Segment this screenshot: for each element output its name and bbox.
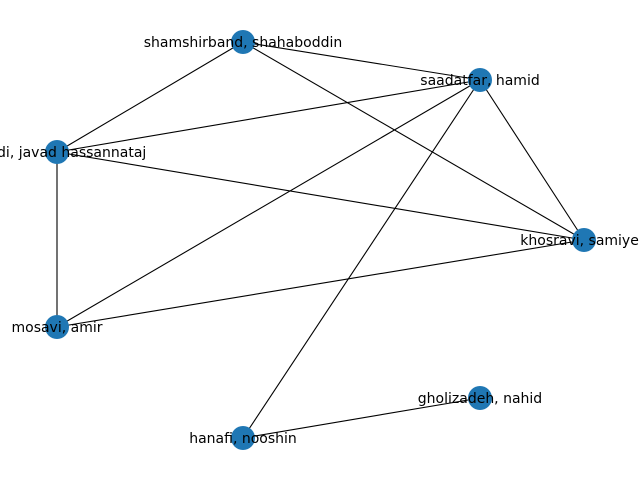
node-javad[interactable] bbox=[45, 140, 69, 164]
edge-saadatfar-javad bbox=[56, 79, 481, 153]
edge-khosravi-mosavi bbox=[56, 239, 585, 328]
edge-shamshirband-khosravi bbox=[242, 41, 585, 241]
node-hanafi[interactable] bbox=[231, 426, 255, 450]
node-label-hanafi: hanafi, nooshin bbox=[189, 431, 297, 447]
node-label-saadatfar: saadatfar, hamid bbox=[420, 73, 539, 89]
node-shamshirband[interactable] bbox=[231, 30, 255, 54]
nodes-layer bbox=[45, 30, 596, 450]
node-label-mosavi: mosavi, amir bbox=[11, 320, 102, 336]
edge-saadatfar-mosavi bbox=[56, 79, 481, 328]
node-gholizadeh[interactable] bbox=[468, 386, 492, 410]
edge-hanafi-gholizadeh bbox=[242, 397, 481, 439]
edge-saadatfar-hanafi bbox=[242, 79, 481, 439]
labels-layer: shamshirband, shahaboddin saadatfar, hami… bbox=[0, 35, 640, 447]
edge-shamshirband-javad bbox=[56, 41, 244, 153]
node-khosravi[interactable] bbox=[572, 228, 596, 252]
node-mosavi[interactable] bbox=[45, 315, 69, 339]
edges-layer bbox=[56, 41, 585, 439]
edge-shamshirband-saadatfar bbox=[242, 41, 481, 81]
node-saadatfar[interactable] bbox=[468, 68, 492, 92]
node-label-javad: javadi, javad hassannataj bbox=[0, 145, 146, 161]
edge-saadatfar-khosravi bbox=[479, 79, 585, 241]
node-label-shamshirband: shamshirband, shahaboddin bbox=[144, 35, 343, 51]
node-label-khosravi: khosravi, samiyeh bbox=[520, 233, 640, 249]
edge-javad-khosravi bbox=[56, 151, 585, 241]
node-label-gholizadeh: gholizadeh, nahid bbox=[418, 391, 542, 407]
